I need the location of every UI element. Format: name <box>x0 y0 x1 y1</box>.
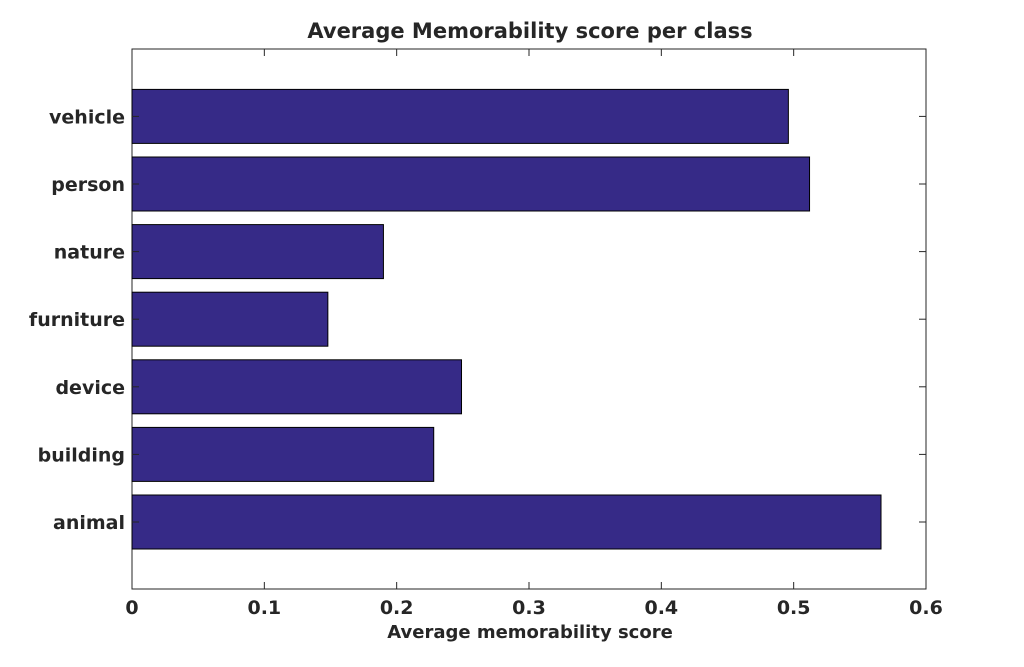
x-tick-label: 0.5 <box>777 597 811 619</box>
bar-device <box>131 359 463 415</box>
x-axis-label: Average memorability score <box>387 622 673 643</box>
x-tick-label: 0.2 <box>380 597 414 619</box>
x-axis-ticks <box>131 49 927 589</box>
y-tick-label-furniture: furniture <box>29 309 125 331</box>
x-tick-label: 0 <box>125 597 138 619</box>
y-tick-label-person: person <box>51 174 125 196</box>
bar-animal <box>131 494 882 550</box>
bar-furniture <box>131 291 329 347</box>
bar-nature <box>131 224 384 280</box>
y-axis-ticks <box>132 115 926 523</box>
y-axis-tick-labels: animal building device furniture nature perso… <box>29 106 125 534</box>
bar-vehicle <box>131 88 789 144</box>
bar-building <box>131 426 435 482</box>
bar-person <box>131 156 811 212</box>
y-tick-label-device: device <box>55 377 125 399</box>
bars-group <box>131 88 882 550</box>
x-tick-label: 0.3 <box>512 597 546 619</box>
x-axis-tick-labels: 0 0.1 0.2 0.3 0.4 0.5 0.6 <box>125 597 942 619</box>
y-tick-label-animal: animal <box>53 512 125 534</box>
x-tick-label: 0.1 <box>247 597 281 619</box>
y-tick-label-building: building <box>38 444 125 466</box>
chart-title: Average Memorability score per class <box>307 19 752 43</box>
x-tick-label: 0.4 <box>644 597 678 619</box>
y-tick-label-nature: nature <box>54 242 125 264</box>
y-tick-label-vehicle: vehicle <box>49 106 125 128</box>
x-tick-label: 0.6 <box>909 597 943 619</box>
